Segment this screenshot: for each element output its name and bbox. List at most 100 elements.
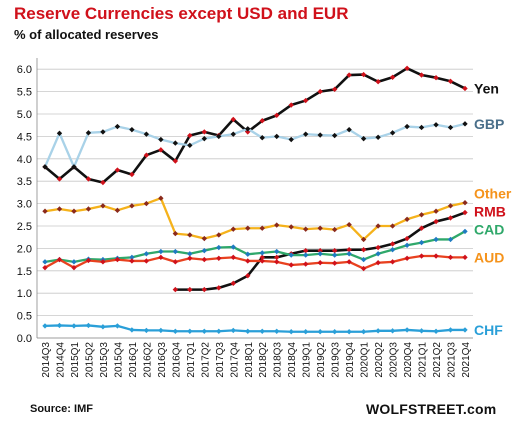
brand-watermark: WOLFSTREET.com	[366, 401, 497, 417]
data-point-other	[447, 203, 454, 209]
data-point-yen	[433, 75, 439, 81]
data-point-chf	[158, 327, 164, 334]
data-point-cad	[433, 236, 439, 243]
y-tick-label: 4.5	[17, 131, 32, 143]
data-point-cad	[375, 251, 381, 257]
x-tick-label: 2019Q3	[331, 342, 342, 378]
data-point-aud	[187, 255, 193, 261]
data-point-chf	[360, 329, 367, 335]
data-point-rmb	[201, 286, 207, 293]
y-tick-label: 1.5	[17, 266, 32, 278]
series-label-other: Other	[474, 186, 512, 202]
data-point-gbp	[288, 136, 294, 143]
data-point-rmb	[172, 286, 179, 293]
data-point-yen	[143, 152, 150, 158]
series-line-gbp	[43, 122, 466, 169]
data-point-chf	[259, 328, 265, 334]
data-point-aud	[158, 254, 164, 261]
y-tick-label: 3.5	[17, 176, 32, 188]
data-point-other	[288, 224, 294, 230]
data-point-yen	[129, 171, 135, 178]
data-point-other	[245, 225, 251, 231]
data-point-aud	[143, 258, 150, 264]
data-point-yen	[187, 132, 193, 139]
data-point-chf	[172, 328, 179, 334]
data-point-chf	[274, 328, 280, 334]
data-point-other	[303, 226, 309, 232]
data-point-chf	[331, 329, 338, 335]
x-tick-label: 2015Q3	[99, 342, 110, 378]
data-point-rmb	[331, 247, 338, 254]
data-point-other	[42, 208, 48, 214]
source-note: Source: IMF	[30, 403, 93, 415]
x-tick-label: 2017Q2	[200, 342, 211, 378]
data-point-other	[100, 203, 106, 209]
data-point-other	[56, 206, 63, 212]
chart-title: Reserve Currencies except USD and EUR	[14, 4, 349, 23]
data-point-gbp	[360, 135, 367, 142]
data-point-chf	[85, 322, 92, 329]
data-point-chf	[418, 328, 425, 334]
y-tick-label: 0.5	[17, 311, 32, 323]
data-point-cad	[230, 244, 236, 250]
x-tick-label: 2016Q1	[128, 342, 139, 378]
data-point-other	[331, 226, 338, 233]
data-point-chf	[346, 329, 352, 335]
data-point-gbp	[274, 133, 280, 140]
x-tick-label: 2019Q2	[316, 342, 327, 378]
data-point-gbp	[56, 130, 63, 136]
data-point-other	[85, 206, 92, 212]
x-tick-label: 2017Q4	[229, 342, 240, 378]
x-tick-label: 2016Q3	[157, 342, 168, 378]
y-tick-label: 5.5	[17, 87, 32, 99]
data-point-yen	[447, 78, 454, 84]
data-point-yen	[346, 72, 352, 78]
data-point-gbp	[389, 130, 396, 136]
x-tick-label: 2021Q3	[447, 342, 458, 378]
data-point-other	[114, 207, 121, 214]
x-tick-label: 2021Q1	[418, 342, 429, 378]
data-point-gbp	[187, 142, 193, 149]
data-point-gbp	[71, 164, 77, 170]
data-point-gbp	[331, 132, 338, 139]
data-point-cad	[143, 251, 150, 257]
y-tick-label: 1.0	[17, 288, 32, 300]
chart-subtitle: % of allocated reserves	[14, 27, 159, 42]
data-point-aud	[462, 254, 468, 261]
data-point-yen	[404, 65, 410, 71]
data-point-gbp	[201, 135, 207, 142]
data-point-other	[158, 195, 164, 201]
data-point-other	[71, 208, 77, 214]
x-tick-label: 2020Q3	[389, 342, 400, 378]
data-point-chf	[56, 322, 63, 329]
data-point-other	[201, 235, 207, 242]
data-point-chf	[245, 328, 251, 334]
data-point-cad	[404, 242, 410, 248]
data-point-aud	[404, 255, 410, 261]
data-point-cad	[418, 239, 425, 246]
x-tick-label: 2021Q4	[461, 342, 472, 378]
data-point-aud	[100, 259, 106, 265]
data-point-rmb	[360, 247, 367, 253]
y-tick-label: 6.0	[17, 64, 32, 76]
data-point-cad	[42, 259, 48, 265]
data-point-rmb	[389, 241, 396, 247]
data-point-gbp	[245, 126, 251, 132]
series-line-other	[44, 197, 466, 241]
data-point-other	[129, 203, 135, 209]
data-point-gbp	[114, 123, 121, 130]
series-label-yen: Yen	[474, 80, 499, 96]
x-tick-label: 2018Q4	[287, 342, 298, 378]
data-point-aud	[288, 262, 294, 268]
data-point-other	[172, 230, 179, 237]
x-tick-label: 2018Q1	[244, 342, 255, 378]
data-point-chf	[433, 328, 439, 334]
data-point-yen	[331, 86, 338, 93]
data-point-chf	[375, 328, 381, 334]
data-point-cad	[172, 248, 179, 255]
x-tick-label: 2017Q3	[215, 342, 226, 378]
data-point-aud	[303, 261, 309, 267]
data-point-other	[274, 222, 280, 228]
data-point-aud	[259, 258, 265, 264]
